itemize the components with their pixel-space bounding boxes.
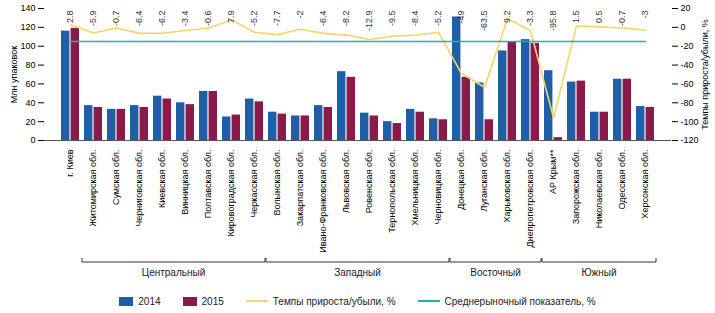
svg-text:-6.4: -6.4 xyxy=(318,11,328,27)
svg-text:-20: -20 xyxy=(681,41,694,51)
svg-text:Луганская обл.: Луганская обл. xyxy=(479,150,489,212)
svg-text:0: 0 xyxy=(30,135,35,145)
svg-text:-3: -3 xyxy=(640,11,650,19)
svg-text:60: 60 xyxy=(25,79,35,89)
html-text:2014: 2014 xyxy=(138,295,161,307)
svg-text:-6.2: -6.2 xyxy=(157,11,167,27)
svg-text:Центральный: Центральный xyxy=(142,267,206,278)
svg-text:1.5: 1.5 xyxy=(571,11,581,24)
svg-text:Черновицкая обл.: Черновицкая обл. xyxy=(433,150,443,225)
svg-text:-12.9: -12.9 xyxy=(364,11,374,32)
svg-text:100: 100 xyxy=(20,41,35,51)
svg-text:Млн упаковок: Млн упаковок xyxy=(9,46,19,103)
svg-text:0: 0 xyxy=(681,22,686,32)
html-text:Темпы прироста/убыли, %: Темпы прироста/убыли, % xyxy=(272,295,396,307)
svg-text:-63.5: -63.5 xyxy=(479,11,489,32)
svg-text:Сумская обл.: Сумская обл. xyxy=(111,150,121,206)
svg-text:-5.9: -5.9 xyxy=(88,11,98,27)
svg-text:Херсонская обл.: Херсонская обл. xyxy=(640,150,650,219)
svg-text:-49: -49 xyxy=(456,11,466,24)
svg-text:Полтавская обл.: Полтавская обл. xyxy=(203,150,213,219)
svg-text:-8.2: -8.2 xyxy=(341,11,351,27)
svg-text:0.5: 0.5 xyxy=(594,11,604,24)
svg-text:-7.7: -7.7 xyxy=(272,11,282,27)
svg-text:2.8: 2.8 xyxy=(65,11,75,24)
svg-text:Кировоградская обл.: Кировоградская обл. xyxy=(226,150,236,237)
svg-text:Николаевская обл.: Николаевская обл. xyxy=(594,150,604,229)
svg-text:-2: -2 xyxy=(295,11,305,19)
svg-text:Запорожская обл.: Запорожская обл. xyxy=(571,150,581,225)
svg-text:Одесская обл.: Одесская обл. xyxy=(617,150,627,210)
svg-text:Днепропетровская обл.: Днепропетровская обл. xyxy=(525,150,535,248)
svg-text:Ивано-Франковская обл.: Ивано-Франковская обл. xyxy=(318,150,328,253)
svg-text:-95.8: -95.8 xyxy=(548,11,558,32)
svg-text:-0.6: -0.6 xyxy=(203,11,213,27)
svg-text:-9.5: -9.5 xyxy=(387,11,397,27)
svg-text:-5.2: -5.2 xyxy=(433,11,443,27)
svg-text:Хмельницкая обл.: Хмельницкая обл. xyxy=(410,150,420,226)
svg-text:г. Киев: г. Киев xyxy=(65,149,75,176)
svg-text:-8.4: -8.4 xyxy=(410,11,420,27)
svg-text:-0.7: -0.7 xyxy=(617,11,627,27)
svg-text:9.2: 9.2 xyxy=(502,11,512,24)
svg-text:Южный: Южный xyxy=(581,267,616,278)
svg-text:20: 20 xyxy=(25,117,35,127)
svg-text:Киевская обл.: Киевская обл. xyxy=(157,150,167,208)
svg-text:-3.3: -3.3 xyxy=(525,11,535,27)
svg-text:-60: -60 xyxy=(681,79,694,89)
svg-text:Темпы прироста/убыли, %: Темпы прироста/убыли, % xyxy=(700,19,710,129)
svg-text:-80: -80 xyxy=(681,98,694,108)
svg-text:120: 120 xyxy=(20,22,35,32)
svg-text:Тернопольская обл.: Тернопольская обл. xyxy=(387,150,397,233)
svg-text:АР Крым**: АР Крым** xyxy=(548,149,558,194)
svg-text:-120: -120 xyxy=(681,135,699,145)
svg-text:Черниговская обл.: Черниговская обл. xyxy=(134,150,144,227)
svg-text:Ровенская обл.: Ровенская обл. xyxy=(364,150,374,214)
svg-text:Винницкая обл.: Винницкая обл. xyxy=(180,150,190,215)
svg-text:Львовская обл.: Львовская обл. xyxy=(341,150,351,213)
svg-text:40: 40 xyxy=(25,98,35,108)
svg-text:Восточный: Восточный xyxy=(470,267,521,278)
svg-text:80: 80 xyxy=(25,60,35,70)
svg-text:-40: -40 xyxy=(681,60,694,70)
svg-text:-5.2: -5.2 xyxy=(249,11,259,27)
svg-text:Харьковская обл.: Харьковская обл. xyxy=(502,150,512,223)
html-text:2015: 2015 xyxy=(201,295,224,307)
svg-text:140: 140 xyxy=(20,3,35,13)
svg-text:-6.4: -6.4 xyxy=(134,11,144,27)
svg-text:-3.4: -3.4 xyxy=(180,11,190,27)
svg-text:-100: -100 xyxy=(681,117,699,127)
html-text:Среднерыночный показатель, %: Среднерыночный показатель, % xyxy=(444,295,596,307)
svg-text:Черкасская обл.: Черкасская обл. xyxy=(249,150,259,218)
svg-text:Западный: Западный xyxy=(334,267,381,278)
svg-text:Житомирская обл.: Житомирская обл. xyxy=(88,150,98,227)
svg-text:20: 20 xyxy=(681,3,691,13)
svg-text:Закарпатская обл.: Закарпатская обл. xyxy=(295,150,305,227)
svg-text:7.9: 7.9 xyxy=(226,11,236,24)
svg-text:-0.7: -0.7 xyxy=(111,11,121,27)
svg-text:Волынская обл.: Волынская обл. xyxy=(272,150,282,216)
svg-text:Донецкая обл.: Донецкая обл. xyxy=(456,150,466,210)
